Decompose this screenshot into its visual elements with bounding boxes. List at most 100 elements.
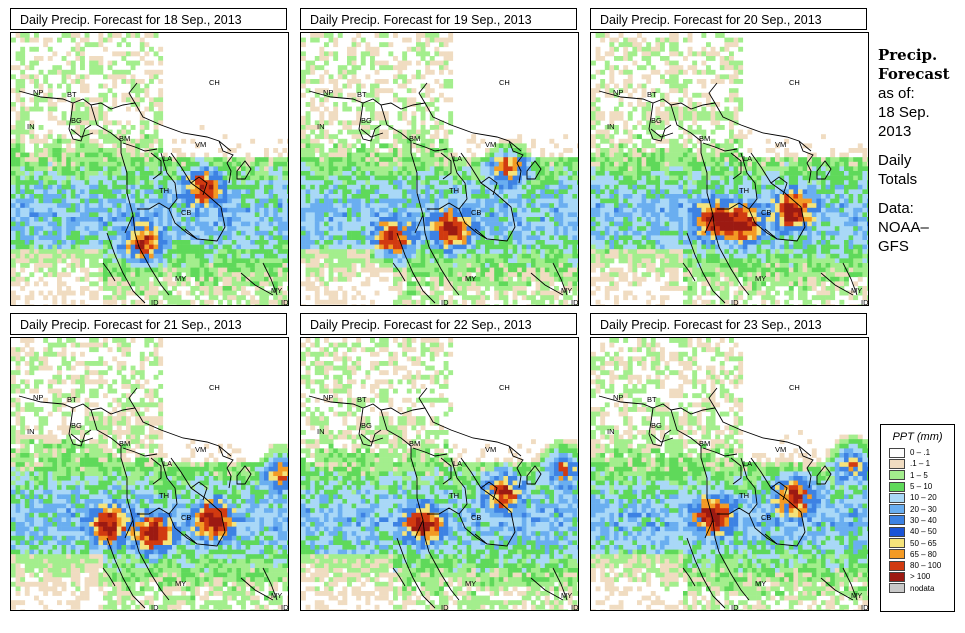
- precip-cell: [29, 194, 35, 199]
- precip-cell: [498, 194, 504, 199]
- precip-cell: [305, 217, 311, 222]
- precip-cell: [420, 276, 426, 282]
- precip-cell: [273, 272, 279, 278]
- precip-cell: [245, 212, 251, 218]
- precip-cell: [98, 184, 104, 190]
- precip-cell: [577, 143, 578, 149]
- precip-cell: [70, 157, 76, 163]
- precip-cell: [425, 189, 431, 195]
- precip-cell: [503, 207, 509, 213]
- precip-cell: [126, 120, 131, 126]
- precip-cell: [324, 263, 329, 268]
- precip-cell: [277, 203, 283, 209]
- precip-cell: [406, 267, 412, 273]
- precip-cell: [531, 217, 536, 222]
- precip-cell: [577, 258, 578, 264]
- precip-cell: [452, 166, 458, 172]
- precip-cell: [268, 263, 274, 268]
- precip-cell: [241, 194, 246, 199]
- precip-cell: [544, 157, 550, 163]
- precip-cell: [264, 299, 269, 305]
- precip-cell: [531, 240, 536, 245]
- precip-cell: [379, 258, 385, 264]
- precip-cell: [208, 253, 214, 259]
- precip-cell: [508, 157, 513, 163]
- precip-cell: [655, 37, 661, 43]
- precip-cell: [360, 148, 366, 153]
- precip-cell: [448, 129, 454, 135]
- precip-cell: [70, 299, 76, 305]
- precip-cell: [535, 249, 541, 255]
- precip-cell: [319, 180, 325, 186]
- precip-cell: [282, 217, 288, 222]
- precip-cell: [406, 253, 412, 259]
- precip-cell: [319, 184, 325, 190]
- precip-cell: [531, 221, 536, 227]
- precip-cell: [24, 198, 30, 204]
- precip-cell: [374, 46, 380, 52]
- precip-cell: [319, 203, 325, 209]
- precip-cell: [20, 37, 26, 43]
- precip-cell: [199, 198, 205, 204]
- precip-cell: [508, 263, 513, 268]
- precip-cell: [153, 212, 159, 218]
- precip-cell: [411, 230, 417, 236]
- precip-cell: [370, 253, 375, 259]
- precip-cell: [563, 281, 569, 287]
- precip-cell: [521, 267, 527, 273]
- precip-cell: [434, 286, 440, 291]
- precip-cell: [512, 184, 518, 190]
- precip-cell: [388, 244, 394, 250]
- precip-cell: [144, 88, 150, 94]
- precip-cell: [11, 189, 16, 195]
- precip-cell: [130, 88, 136, 94]
- country-label-my2: MY: [271, 286, 282, 295]
- precip-cell: [153, 166, 159, 172]
- precip-cell: [544, 184, 550, 190]
- precip-cell: [388, 212, 394, 218]
- precip-cell: [544, 221, 550, 227]
- precip-cell: [319, 299, 325, 305]
- precip-cell: [337, 152, 343, 158]
- precip-cell: [729, 56, 734, 61]
- precip-cell: [254, 203, 260, 209]
- precip-cell: [89, 180, 95, 186]
- precip-cell: [535, 161, 541, 167]
- precip-cell: [98, 166, 104, 172]
- precip-cell: [517, 207, 523, 213]
- precip-cell: [75, 79, 81, 84]
- precip-cell: [34, 37, 39, 43]
- precip-cell: [544, 212, 550, 218]
- precip-cell: [314, 161, 320, 167]
- precip-cell: [416, 194, 421, 199]
- precip-cell: [416, 226, 421, 232]
- precip-cell: [130, 249, 136, 255]
- precip-cell: [47, 37, 53, 43]
- precip-cell: [167, 253, 173, 259]
- precip-cell: [351, 263, 357, 268]
- precip-cell: [61, 33, 67, 38]
- precip-cell: [301, 129, 306, 135]
- precip-cell: [333, 184, 339, 190]
- precip-cell: [305, 212, 311, 218]
- precip-cell: [374, 129, 380, 135]
- precip-cell: [139, 129, 145, 135]
- precip-cell: [319, 51, 325, 57]
- precip-cell: [429, 56, 435, 61]
- precip-cell: [397, 212, 403, 218]
- precip-cell: [93, 157, 99, 163]
- precip-cell: [383, 217, 389, 222]
- precip-cell: [47, 97, 53, 103]
- precip-cell: [121, 129, 127, 135]
- precip-cell: [397, 189, 403, 195]
- precip-cell: [360, 235, 366, 241]
- precip-cell: [241, 203, 246, 209]
- precip-cell: [61, 272, 67, 278]
- precip-cell: [531, 175, 536, 181]
- precip-cell: [540, 212, 546, 218]
- precip-cell: [342, 212, 348, 218]
- precip-cell: [498, 175, 504, 181]
- precip-cell: [480, 166, 486, 172]
- precip-cell: [80, 74, 85, 80]
- precip-cell: [393, 253, 398, 259]
